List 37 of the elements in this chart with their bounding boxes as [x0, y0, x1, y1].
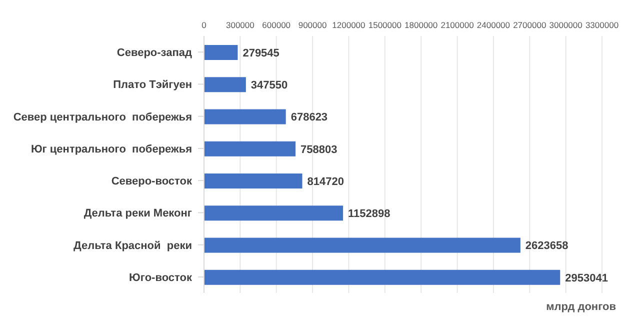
x-tick-label: 300000	[226, 20, 255, 30]
y-tick-label: Плато Тэйгуен	[113, 79, 192, 92]
data-label: 758803	[300, 144, 338, 156]
x-tick-label: 1500000	[368, 20, 402, 30]
data-label: 347550	[250, 80, 288, 92]
bar	[204, 77, 246, 92]
y-tick-label: Северо-восток	[111, 176, 192, 188]
x-tick-label: 3300000	[585, 20, 619, 30]
data-label: 1152898	[348, 208, 390, 220]
x-tick-label: 600000	[262, 20, 291, 30]
x-tick-label: 2700000	[513, 20, 546, 30]
data-label: 2623658	[525, 240, 568, 252]
bar	[204, 238, 520, 253]
bar	[204, 174, 302, 188]
bar	[204, 141, 296, 156]
y-tick-label: Юго-восток	[129, 272, 192, 284]
data-label: 279545	[242, 47, 280, 60]
y-tick-label: Юг центрального побережья	[30, 143, 192, 156]
data-label: 678623	[290, 112, 328, 124]
y-tick-label: Север центрального побережья	[13, 111, 192, 124]
data-label: 814720	[307, 176, 344, 188]
bar	[204, 109, 286, 124]
y-tick-label: Дельта Красной реки	[74, 240, 192, 252]
x-tick-label: 3000000	[549, 20, 583, 30]
y-tick-label: Дельта реки Меконг	[84, 208, 192, 220]
y-tick-label: Северо-запад	[116, 47, 192, 60]
bar	[204, 45, 238, 60]
bar	[204, 206, 344, 221]
bar	[204, 270, 560, 285]
x-axis-title: млрд донгов	[546, 301, 616, 313]
x-tick-label: 1800000	[404, 20, 438, 30]
x-tick-label: 900000	[298, 20, 327, 30]
x-tick-label: 2100000	[440, 20, 474, 30]
x-tick-label: 1200000	[332, 20, 366, 30]
x-tick-label: 2400000	[476, 20, 510, 30]
data-label: 2953041	[565, 272, 608, 284]
x-tick-label: 0	[202, 20, 207, 30]
